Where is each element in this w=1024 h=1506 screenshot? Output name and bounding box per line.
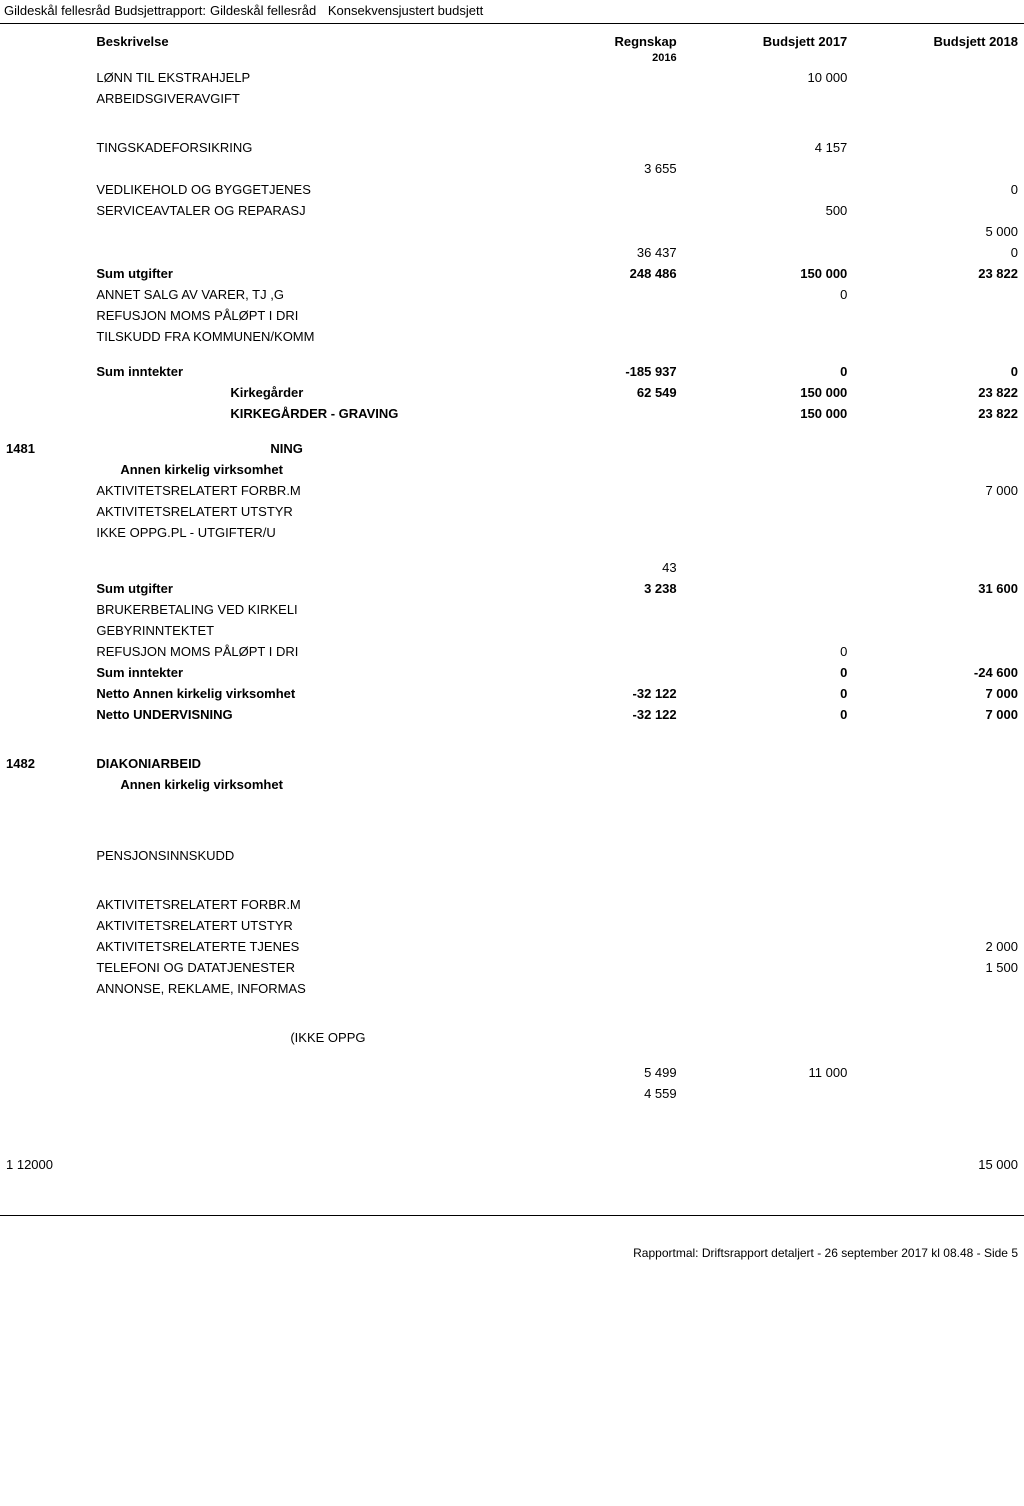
table-row: Sum inntekter 0 -24 600 (0, 662, 1024, 683)
table-row: TINGSKADEFORSIKRING 4 157 (0, 137, 1024, 158)
table-row: REFUSJON MOMS PÅLØPT I DRI 0 (0, 641, 1024, 662)
table-row: ANNONSE, REKLAME, INFORMAS (0, 978, 1024, 999)
table-row: PENSJONSINNSKUDD (0, 845, 1024, 866)
code-112000: 1 12000 (0, 1154, 512, 1175)
table-row: 1 12000 15 000 (0, 1154, 1024, 1175)
table-row: AKTIVITETSRELATERT FORBR.M (0, 894, 1024, 915)
table-row: BRUKERBETALING VED KIRKELI (0, 599, 1024, 620)
report-footer: Rapportmal: Driftsrapport detaljert - 26… (0, 1215, 1024, 1266)
col-r2-header: Budsjett 2017 (683, 24, 854, 67)
column-header-row: Beskrivelse Regnskap 2016 Budsjett 2017 … (0, 24, 1024, 67)
table-row: 4 559 (0, 1083, 1024, 1104)
col-desc-header: Beskrivelse (90, 24, 512, 67)
table-row: TELEFONI OG DATATJENESTER 1 500 (0, 957, 1024, 978)
table-row: TILSKUDD FRA KOMMUNEN/KOMM (0, 326, 1024, 347)
table-row: Kirkegårder 62 549 150 000 23 822 (0, 382, 1024, 403)
desc-cell: LØNN TIL EKSTRAHJELP (90, 67, 512, 88)
table-row: (IKKE OPPG (0, 1027, 1024, 1048)
table-row: 3 655 (0, 158, 1024, 179)
table-row: 36 437 0 (0, 242, 1024, 263)
code-1482: 1482 (0, 753, 90, 774)
header-org: Gildeskål fellesråd (4, 3, 110, 18)
table-row: GEBYRINNTEKTET (0, 620, 1024, 641)
table-row: VEDLIKEHOLD OG BYGGETJENES 0 (0, 179, 1024, 200)
table-row: 5 499 11 000 (0, 1062, 1024, 1083)
report-header: Gildeskål fellesråd Budsjettrapport: Gil… (0, 0, 1024, 24)
table-row: IKKE OPPG.PL - UTGIFTER/U (0, 522, 1024, 543)
col-r3-header: Budsjett 2018 (853, 24, 1024, 67)
table-row: 43 (0, 557, 1024, 578)
table-row: AKTIVITETSRELATERT UTSTYR (0, 501, 1024, 522)
table-row: Sum utgifter 248 486 150 000 23 822 (0, 263, 1024, 284)
header-subtitle: Konsekvensjustert budsjett (328, 3, 483, 18)
table-row: Netto UNDERVISNING -32 122 0 7 000 (0, 704, 1024, 725)
table-row: Netto Annen kirkelig virksomhet -32 122 … (0, 683, 1024, 704)
table-row: Annen kirkelig virksomhet (0, 774, 1024, 795)
table-row: AKTIVITETSRELATERTE TJENES 2 000 (0, 936, 1024, 957)
header-report-label: Budsjettrapport: (114, 3, 206, 18)
table-row: 1481 NING (0, 438, 1024, 459)
header-org2: Gildeskål fellesråd (210, 3, 316, 18)
table-row: AKTIVITETSRELATERT FORBR.M 7 000 (0, 480, 1024, 501)
table-row: Sum utgifter 3 238 31 600 (0, 578, 1024, 599)
table-row: Sum inntekter -185 937 0 0 (0, 361, 1024, 382)
table-row: LØNN TIL EKSTRAHJELP 10 000 (0, 67, 1024, 88)
col-r1-header: Regnskap 2016 (512, 24, 683, 67)
table-row: REFUSJON MOMS PÅLØPT I DRI (0, 305, 1024, 326)
table-row: ARBEIDSGIVERAVGIFT (0, 88, 1024, 109)
table-row: ANNET SALG AV VARER, TJ ,G 0 (0, 284, 1024, 305)
table-row: AKTIVITETSRELATERT UTSTYR (0, 915, 1024, 936)
table-row: SERVICEAVTALER OG REPARASJ 500 (0, 200, 1024, 221)
table-row: KIRKEGÅRDER - GRAVING 150 000 23 822 (0, 403, 1024, 424)
budget-table: Beskrivelse Regnskap 2016 Budsjett 2017 … (0, 24, 1024, 1175)
table-row: 5 000 (0, 221, 1024, 242)
code-1481: 1481 (0, 438, 90, 459)
table-row: Annen kirkelig virksomhet (0, 459, 1024, 480)
table-row: 1482 DIAKONIARBEID (0, 753, 1024, 774)
